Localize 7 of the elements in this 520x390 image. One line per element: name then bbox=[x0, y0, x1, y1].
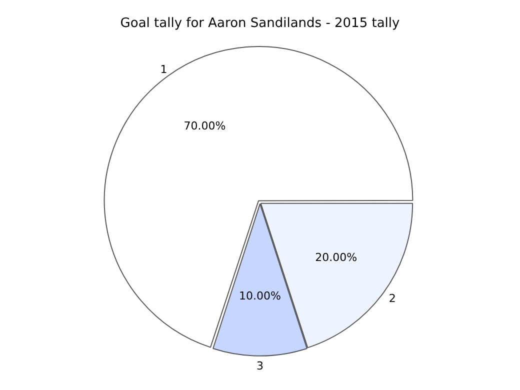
data-label: 20.00% bbox=[315, 250, 358, 264]
slice-label: 1 bbox=[160, 63, 168, 76]
slice-label: 3 bbox=[256, 359, 264, 372]
chart-title: Goal tally for Aaron Sandilands - 2015 tally bbox=[120, 16, 400, 32]
slice-label: 2 bbox=[388, 292, 396, 305]
data-label: 10.00% bbox=[239, 290, 281, 303]
data-label: 70.00% bbox=[184, 120, 226, 133]
